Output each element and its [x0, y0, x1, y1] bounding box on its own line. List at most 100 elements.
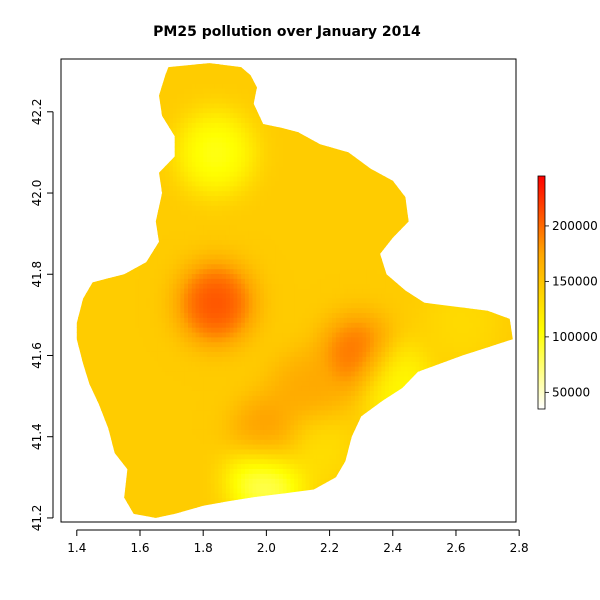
heatmap-cell: [244, 419, 250, 426]
heatmap-cell: [248, 151, 254, 158]
heatmap-cell: [71, 288, 75, 293]
heatmap-cell: [267, 346, 272, 352]
heatmap-cell: [199, 195, 204, 201]
heatmap-cell: [176, 78, 181, 84]
heatmap-cell: [78, 312, 83, 318]
heatmap-cell: [184, 180, 189, 187]
heatmap-cell: [100, 288, 106, 294]
heatmap-cell: [150, 73, 155, 80]
heatmap-cell: [142, 429, 147, 435]
heatmap-cell: [116, 151, 121, 158]
heatmap-cell: [165, 424, 170, 430]
heatmap-cell: [252, 400, 257, 406]
heatmap-cell: [76, 156, 79, 162]
heatmap-cell: [207, 463, 212, 469]
heatmap-cell: [150, 205, 155, 211]
heatmap-cell: [180, 414, 185, 421]
heatmap-cell: [222, 127, 227, 133]
heatmap-cell: [244, 137, 250, 143]
heatmap-cell: [184, 288, 189, 294]
heatmap-cell: [256, 429, 261, 435]
heatmap-cell: [222, 327, 227, 333]
heatmap-cell: [97, 385, 102, 391]
heatmap-cell: [169, 268, 174, 275]
heatmap-cell: [138, 268, 144, 275]
heatmap-cell: [157, 88, 163, 94]
heatmap-cell: [146, 195, 151, 201]
heatmap-cell: [89, 278, 94, 284]
heatmap-cell: [218, 112, 223, 119]
heatmap-cell: [214, 219, 219, 226]
heatmap-cell: [104, 88, 109, 94]
heatmap-cell: [172, 390, 178, 396]
heatmap-cell: [112, 288, 117, 294]
heatmap-cell: [112, 156, 117, 162]
heatmap-cell: [169, 366, 174, 372]
heatmap-cell: [85, 122, 90, 128]
heatmap-cell: [104, 176, 109, 182]
heatmap-cell: [93, 288, 98, 294]
heatmap-cell: [85, 341, 90, 348]
heatmap-cell: [199, 346, 204, 352]
heatmap-cell: [123, 83, 128, 89]
heatmap-cell: [203, 497, 208, 504]
heatmap-cell: [116, 448, 121, 455]
heatmap-cell: [78, 205, 83, 211]
heatmap-cell: [225, 210, 231, 216]
heatmap-cell: [229, 185, 235, 192]
heatmap-cell: [81, 507, 87, 513]
heatmap-cell: [123, 405, 128, 411]
heatmap-cell: [222, 331, 227, 338]
heatmap-cell: [134, 68, 140, 75]
heatmap-cell: [165, 249, 170, 255]
heatmap-cell: [100, 102, 106, 109]
heatmap-cell: [241, 463, 246, 469]
heatmap-cell: [188, 78, 193, 84]
heatmap-cell: [207, 507, 212, 513]
heatmap-cell: [237, 302, 242, 309]
heatmap-cell: [123, 185, 128, 192]
heatmap-cell: [191, 171, 197, 177]
heatmap-cell: [108, 429, 113, 435]
heatmap-cell: [176, 249, 181, 255]
heatmap-cell: [104, 249, 109, 255]
heatmap-cell: [146, 107, 151, 114]
heatmap-cell: [100, 507, 106, 513]
heatmap-cell: [104, 166, 109, 172]
heatmap-cell: [104, 137, 109, 143]
heatmap-cell: [153, 351, 159, 357]
heatmap-cell: [218, 327, 223, 333]
heatmap-cell: [93, 229, 98, 236]
heatmap-cell: [116, 458, 121, 465]
heatmap-cell: [195, 195, 200, 201]
heatmap-cell: [169, 195, 174, 201]
heatmap-cell: [248, 132, 254, 138]
heatmap-cell: [210, 176, 216, 182]
heatmap-cell: [76, 429, 79, 435]
heatmap-cell: [195, 361, 200, 367]
heatmap-cell: [123, 258, 128, 265]
heatmap-cell: [252, 453, 257, 460]
heatmap-cell: [225, 176, 231, 182]
heatmap-cell: [138, 444, 144, 450]
heatmap-cell: [161, 492, 166, 499]
heatmap-cell: [100, 341, 106, 348]
heatmap-cell: [134, 166, 140, 172]
heatmap-cell: [138, 83, 144, 89]
heatmap-cell: [142, 346, 147, 352]
heatmap-cell: [76, 185, 79, 192]
heatmap-cell: [127, 483, 132, 489]
heatmap-cell: [248, 249, 254, 255]
heatmap-cell: [165, 380, 170, 387]
heatmap-cell: [116, 419, 121, 426]
heatmap-cell: [108, 502, 113, 508]
heatmap-cell: [244, 283, 250, 289]
heatmap-cell: [180, 180, 185, 187]
heatmap-cell: [81, 414, 87, 421]
heatmap-cell: [260, 239, 265, 245]
heatmap-cell: [76, 234, 79, 240]
heatmap-cell: [256, 98, 261, 104]
heatmap-cell: [191, 292, 197, 299]
heatmap-cell: [184, 312, 189, 318]
heatmap-cell: [165, 297, 170, 304]
